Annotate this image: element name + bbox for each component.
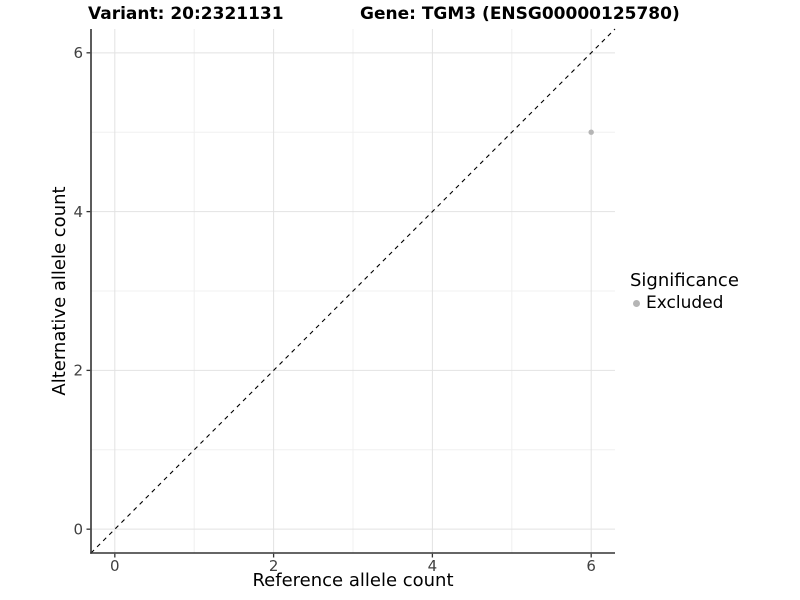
data-point <box>588 129 594 135</box>
legend-item: Excluded <box>630 293 739 313</box>
variant-title: Variant: 20:2321131 <box>88 4 284 24</box>
y-axis-title: Alternative allele count <box>49 186 70 396</box>
x-tick-label: 2 <box>269 557 279 575</box>
y-tick-label: 6 <box>73 44 83 62</box>
legend-key-dot-icon <box>633 299 640 307</box>
y-tick-label: 4 <box>73 203 83 221</box>
gene-title: Gene: TGM3 (ENSG00000125780) <box>360 4 680 24</box>
x-tick-label: 4 <box>428 557 438 575</box>
x-tick-label: 0 <box>110 557 120 575</box>
legend-title: Significance <box>630 270 739 291</box>
identity-dashed-line <box>90 28 616 554</box>
x-tick-label: 6 <box>586 557 596 575</box>
y-tick-label: 2 <box>73 362 83 380</box>
legend-item-label: Excluded <box>646 293 724 313</box>
x-axis-title: Reference allele count <box>252 570 454 591</box>
y-tick-label: 0 <box>73 520 83 538</box>
legend: Significance Excluded <box>630 270 739 313</box>
